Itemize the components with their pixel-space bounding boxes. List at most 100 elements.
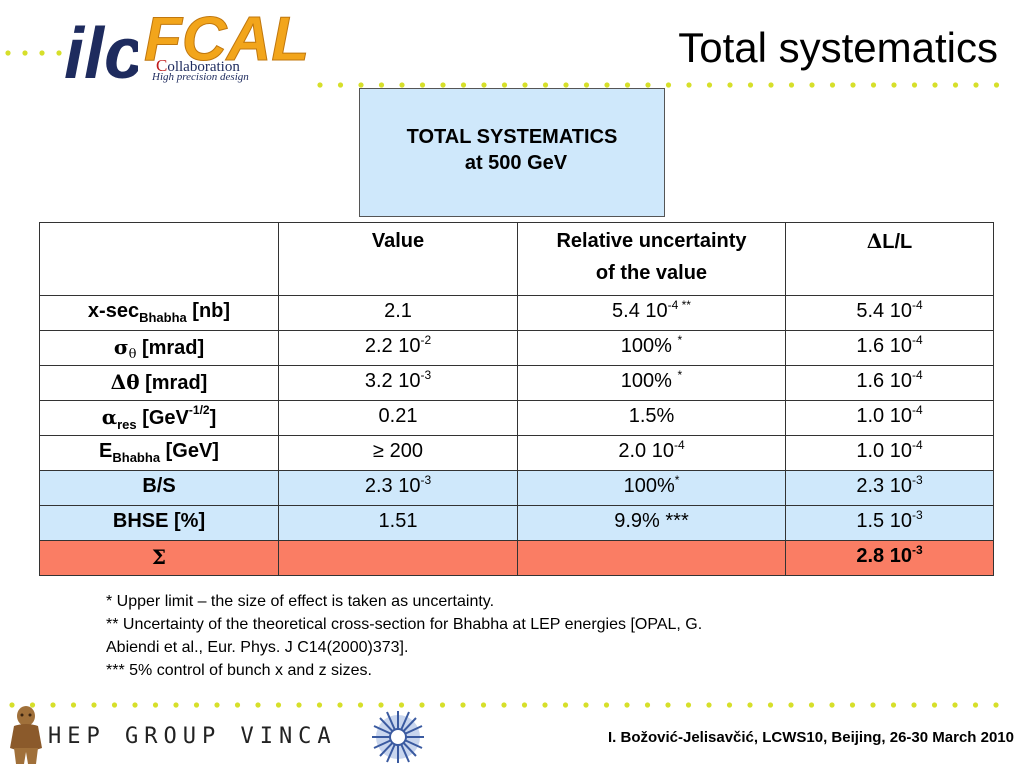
quantity-symbol: Δθ xyxy=(110,370,140,394)
row-delta-l-sup: -4 xyxy=(911,438,923,452)
row-value-main: 2.1 xyxy=(384,300,412,322)
slide-title: Total systematics xyxy=(678,24,998,71)
decorative-dot xyxy=(870,82,877,88)
decorative-dot xyxy=(317,82,323,88)
decorative-dot xyxy=(563,82,569,88)
row-value: ≥ 200 xyxy=(278,435,518,471)
footnotes: * Upper limit – the size of effect is ta… xyxy=(106,590,906,682)
row-quantity: x-secBhabha [nb] xyxy=(39,295,279,331)
row-delta-l-sup: -4 xyxy=(911,368,923,382)
decorative-dot xyxy=(747,82,754,88)
decorative-dot xyxy=(665,82,672,88)
row-delta-l-main: 1.6 10 xyxy=(856,335,912,357)
row-value: 2.3 10-3 xyxy=(278,470,518,506)
header-dl-text: L/L xyxy=(882,231,913,253)
row-relative-uncertainty-main: 100% xyxy=(620,370,678,392)
decorative-dot xyxy=(788,702,794,708)
row-relative-uncertainty-main: 100% xyxy=(623,475,675,497)
row-relative-uncertainty-main: 2.0 10 xyxy=(618,440,674,462)
row-quantity: EBhabha [GeV] xyxy=(39,435,279,471)
decorative-dot xyxy=(542,82,549,88)
decorative-dot xyxy=(665,702,671,708)
decorative-dot xyxy=(727,82,733,88)
header-relative-uncertainty: Relative uncertainty of the value xyxy=(517,222,786,296)
row-value-main: 1.51 xyxy=(378,510,418,532)
footnote-3: *** 5% control of bunch x and z sizes. xyxy=(106,662,372,679)
row-delta-l-sup: -4 xyxy=(911,298,923,312)
decorative-dot xyxy=(398,702,405,708)
decorative-dot xyxy=(358,82,364,88)
total-dl-main: 2.8 10 xyxy=(856,545,912,567)
decorative-dot xyxy=(624,702,630,708)
decorative-dot xyxy=(419,702,425,708)
header-rel-line1: Relative uncertainty xyxy=(556,230,747,252)
decorative-dot xyxy=(378,702,384,708)
decorative-dot xyxy=(111,702,118,708)
decorative-dot xyxy=(788,82,795,88)
quantity-unit: [nb] xyxy=(186,300,231,322)
decorative-dot xyxy=(952,82,959,88)
quantity-symbol: B/S xyxy=(142,475,176,497)
row-delta-l: 1.5 10-3 xyxy=(785,505,994,541)
row-quantity: Δθ [mrad] xyxy=(39,365,279,401)
decorative-dot xyxy=(603,702,610,708)
decorative-dot xyxy=(993,702,999,708)
row-relative-uncertainty: 1.5% xyxy=(517,400,786,436)
hep-group-vinca-logo: HEP GROUP VINCA xyxy=(48,724,337,749)
quantity-symbol: σ xyxy=(113,335,129,359)
row-value-sup: -2 xyxy=(420,333,432,347)
decorative-dot xyxy=(604,82,610,88)
row-delta-l: 1.6 10-4 xyxy=(785,365,994,401)
row-delta-l: 1.6 10-4 xyxy=(785,330,994,366)
row-relative-uncertainty-main: 100% xyxy=(620,335,678,357)
row-value: 2.2 10-2 xyxy=(278,330,518,366)
decorative-dot xyxy=(645,82,651,88)
decorative-dot xyxy=(255,702,261,708)
decorative-dot xyxy=(440,82,446,88)
decorative-dot-line-bottom xyxy=(0,700,1024,710)
figurine-logo xyxy=(6,704,46,768)
decorative-dot xyxy=(726,702,733,708)
decorative-dot xyxy=(5,50,11,56)
table-row: B/S 2.3 10-3 100%* 2.3 10-3 xyxy=(39,470,994,506)
decorative-dot xyxy=(583,82,590,88)
header-value: Value xyxy=(278,222,518,296)
footer-citation: I. Božović-Jelisavčić, LCWS10, Beijing, … xyxy=(607,729,1014,746)
row-delta-l-main: 1.5 10 xyxy=(856,510,912,532)
decorative-dot xyxy=(56,50,62,56)
decorative-dot xyxy=(521,702,528,708)
decorative-dot xyxy=(952,702,958,708)
decorative-dot xyxy=(22,50,28,56)
decorative-dot xyxy=(686,82,692,88)
decorative-dot xyxy=(624,82,631,88)
decorative-dot xyxy=(234,702,241,708)
quantity-unit-end: ] xyxy=(209,407,217,429)
row-relative-uncertainty-sup: * xyxy=(674,473,680,487)
decorative-dot xyxy=(767,702,774,708)
row-relative-uncertainty-sup: * xyxy=(677,333,683,347)
row-value-main: 2.2 10 xyxy=(364,335,421,357)
quantity-unit: [mrad] xyxy=(136,337,205,359)
table-row: Δθ [mrad] 3.2 10-3 100% * 1.6 10-4 xyxy=(39,365,994,401)
decorative-dot xyxy=(193,702,200,708)
decorative-dot xyxy=(357,702,364,708)
box-line-1: TOTAL SYSTEMATICS xyxy=(406,126,618,148)
row-relative-uncertainty-sup: * xyxy=(677,368,683,382)
row-value-main: 3.2 10 xyxy=(364,370,421,392)
row-delta-l-main: 1.0 10 xyxy=(856,440,912,462)
decorative-dot xyxy=(439,702,446,708)
table-row: σθ [mrad] 2.2 10-2 100% * 1.6 10-4 xyxy=(39,330,994,366)
row-quantity: BHSE [%] xyxy=(39,505,279,541)
quantity-unit-exponent: -1/2 xyxy=(188,403,210,417)
decorative-dot xyxy=(399,82,405,88)
decorative-dot xyxy=(378,82,385,88)
quantity-symbol: α xyxy=(101,405,118,429)
box-line-2: at 500 GeV xyxy=(464,152,568,174)
header-delta-l-over-l: ΔL/L xyxy=(785,222,994,296)
table-row: BHSE [%] 1.51 9.9% *** 1.5 10-3 xyxy=(39,505,994,541)
row-value-sup: -3 xyxy=(420,473,432,487)
decorative-dot xyxy=(706,702,712,708)
decorative-dot xyxy=(891,82,897,88)
row-delta-l-sup: -3 xyxy=(911,473,923,487)
ilc-logo: ilc xyxy=(62,10,144,95)
